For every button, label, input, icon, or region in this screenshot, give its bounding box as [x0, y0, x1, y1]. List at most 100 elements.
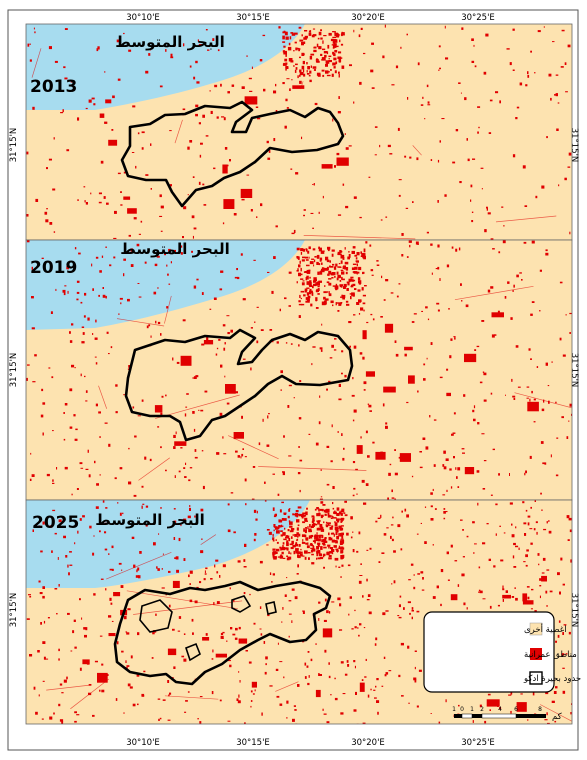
urban-patch: [474, 65, 477, 68]
urban-patch: [108, 353, 110, 355]
urban-patch: [293, 32, 298, 35]
urban-patch: [328, 282, 332, 286]
urban-patch: [198, 122, 201, 125]
urban-patch: [356, 550, 359, 553]
urban-patch: [287, 46, 292, 51]
urban-patch: [321, 535, 324, 539]
urban-patch: [516, 702, 527, 712]
urban-patch: [236, 698, 239, 701]
urban-patch: [304, 517, 308, 521]
urban-patch: [558, 184, 560, 187]
scale-segment: [454, 714, 462, 718]
urban-patch: [346, 532, 349, 536]
urban-patch: [283, 50, 287, 55]
urban-patch: [34, 31, 36, 34]
urban-patch: [299, 74, 301, 77]
urban-patch: [300, 548, 302, 551]
urban-patch: [381, 275, 383, 279]
urban-patch: [201, 292, 204, 295]
urban-patch: [162, 553, 164, 555]
urban-patch: [42, 521, 45, 525]
urban-patch: [195, 113, 198, 117]
urban-patch: [308, 433, 311, 435]
urban-patch: [113, 256, 116, 259]
urban-patch: [478, 591, 482, 593]
urban-patch: [540, 441, 544, 444]
urban-patch: [472, 409, 475, 413]
urban-patch: [338, 525, 342, 529]
urban-patch: [369, 410, 372, 412]
urban-patch: [527, 401, 539, 412]
urban-patch: [437, 244, 440, 248]
left-tick-label: 31°15'N: [9, 593, 19, 628]
urban-patch: [499, 707, 502, 710]
urban-patch: [234, 637, 238, 640]
urban-patch: [352, 419, 355, 422]
urban-patch: [411, 607, 414, 610]
scale-tick-label: 8: [538, 706, 542, 713]
urban-patch: [389, 463, 392, 466]
urban-patch: [337, 597, 341, 601]
urban-linear-feature: [155, 394, 240, 419]
urban-patch: [333, 517, 337, 519]
urban-patch: [333, 545, 337, 548]
urban-patch: [215, 353, 218, 356]
urban-patch: [136, 243, 140, 247]
urban-patch: [189, 140, 193, 143]
urban-patch: [252, 466, 256, 468]
urban-patch: [128, 447, 130, 450]
urban-patch: [183, 558, 186, 561]
urban-patch: [471, 38, 474, 41]
urban-patch: [459, 181, 462, 184]
urban-patch: [318, 421, 321, 425]
urban-patch: [160, 230, 163, 232]
urban-patch: [315, 537, 319, 542]
urban-patch: [458, 82, 461, 84]
urban-patch: [408, 579, 411, 581]
urban-patch: [306, 665, 309, 668]
urban-patch: [194, 449, 197, 452]
urban-patch: [452, 161, 456, 164]
urban-patch: [332, 285, 337, 287]
urban-patch: [555, 640, 557, 643]
urban-patch: [213, 167, 216, 170]
urban-patch: [308, 535, 313, 539]
urban-patch: [527, 522, 530, 526]
urban-patch: [494, 334, 497, 336]
urban-patch: [264, 481, 266, 484]
urban-patch: [344, 374, 347, 378]
urban-patch: [498, 251, 501, 254]
urban-patch: [368, 404, 372, 408]
urban-patch: [554, 94, 557, 96]
urban-patch: [296, 270, 299, 272]
urban-patch: [312, 28, 316, 30]
urban-patch: [101, 663, 104, 666]
urban-patch: [150, 188, 152, 190]
urban-patch: [557, 634, 560, 638]
urban-patch: [168, 570, 171, 573]
urban-patch: [353, 101, 355, 104]
urban-patch: [341, 276, 343, 280]
urban-patch: [332, 516, 334, 519]
urban-patch: [309, 79, 312, 83]
urban-patch: [569, 529, 572, 533]
urban-patch: [317, 288, 320, 291]
urban-patch: [534, 500, 536, 502]
urban-patch: [77, 117, 80, 121]
urban-patch: [132, 703, 136, 707]
urban-patch: [162, 699, 166, 701]
urban-patch: [437, 159, 440, 163]
urban-patch: [341, 433, 343, 436]
urban-patch: [304, 290, 307, 293]
map-panel-2019: 2019 البحر المتوسط: [25, 239, 573, 501]
urban-patch: [545, 691, 549, 695]
urban-patch: [334, 70, 337, 74]
urban-patch: [342, 693, 346, 695]
urban-linear-feature: [200, 534, 217, 545]
urban-patch: [251, 498, 255, 500]
top-tick-label: 30°20'E: [351, 13, 385, 23]
urban-patch: [42, 595, 45, 599]
urban-patch: [324, 537, 327, 542]
urban-patch: [308, 530, 312, 533]
